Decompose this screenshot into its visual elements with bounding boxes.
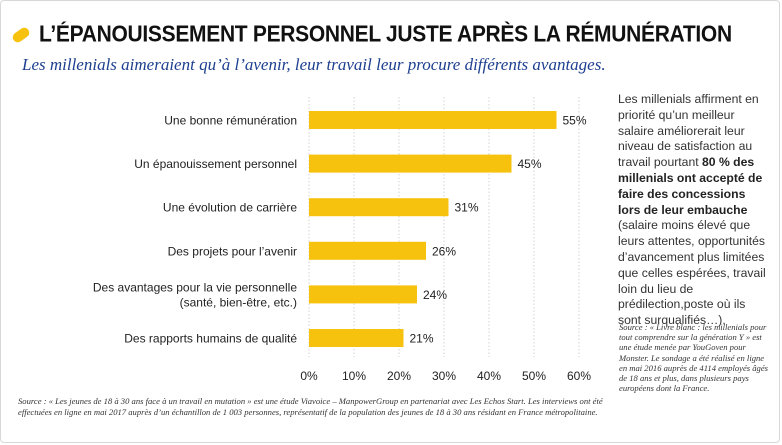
x-tick-label: 60%: [567, 369, 591, 383]
x-tick-label: 40%: [477, 369, 501, 383]
side-note-text-1: Les millenials affirment en priorité qu’…: [618, 92, 759, 170]
bar-chart: 55% Une bonne rémunération 45% Un épanouiss…: [93, 97, 591, 383]
bar: [309, 329, 404, 347]
side-source-note: Source : « Livre blanc : les millenials …: [619, 322, 769, 394]
category-label: (santé, bien-être, etc.): [180, 295, 297, 309]
bar: [309, 198, 449, 217]
footer-source: Source : « Les jeunes de 18 à 30 ans fac…: [18, 396, 603, 417]
category-label: Des projets pour l’avenir: [168, 244, 297, 258]
value-label: 26%: [432, 244, 456, 258]
labels-layer: 55% Une bonne rémunération 45% Un épanouiss…: [93, 114, 587, 346]
bar: [309, 241, 426, 260]
side-note: Les millenials affirment en priorité qu’…: [618, 92, 768, 329]
x-tick-label: 50%: [522, 369, 546, 383]
side-note-highlight: 80 % des millenials ont accepté de faire…: [618, 155, 763, 217]
value-label: 55%: [563, 114, 587, 128]
bars-layer: [309, 111, 557, 347]
category-label: Une évolution de carrière: [163, 201, 297, 215]
value-label: 45%: [518, 157, 542, 171]
x-tick-label: 30%: [432, 369, 456, 383]
category-label: Une bonne rémunération: [164, 114, 297, 128]
title-row: L’ÉPANOUISSEMENT PERSONNEL JUSTE APRÈS L…: [10, 20, 732, 50]
side-note-text-2: (salaire moins élevé que leurs attentes,…: [618, 218, 766, 328]
chart-subtitle: Les millenials aimeraient qu’à l’avenir,…: [22, 55, 606, 74]
yellow-pill-icon: [12, 27, 30, 43]
x-tick-label: 20%: [387, 369, 411, 383]
category-label: Des avantages pour la vie personnelle: [93, 280, 297, 294]
category-label: Des rapports humains de qualité: [124, 332, 297, 346]
bar: [309, 111, 557, 129]
value-label: 21%: [410, 332, 434, 346]
bar: [309, 154, 512, 173]
chart-title: L’ÉPANOUISSEMENT PERSONNEL JUSTE APRÈS L…: [39, 21, 732, 48]
ticks-layer: 0% 10% 20% 30% 40% 50% 60%: [300, 369, 591, 383]
value-label: 31%: [455, 201, 479, 215]
x-tick-label: 0%: [300, 369, 318, 383]
value-label: 24%: [423, 288, 447, 302]
bar: [309, 285, 417, 304]
grid-layer: [308, 97, 580, 357]
x-tick-label: 10%: [342, 369, 366, 383]
category-label: Un épanouissement personnel: [134, 157, 297, 171]
